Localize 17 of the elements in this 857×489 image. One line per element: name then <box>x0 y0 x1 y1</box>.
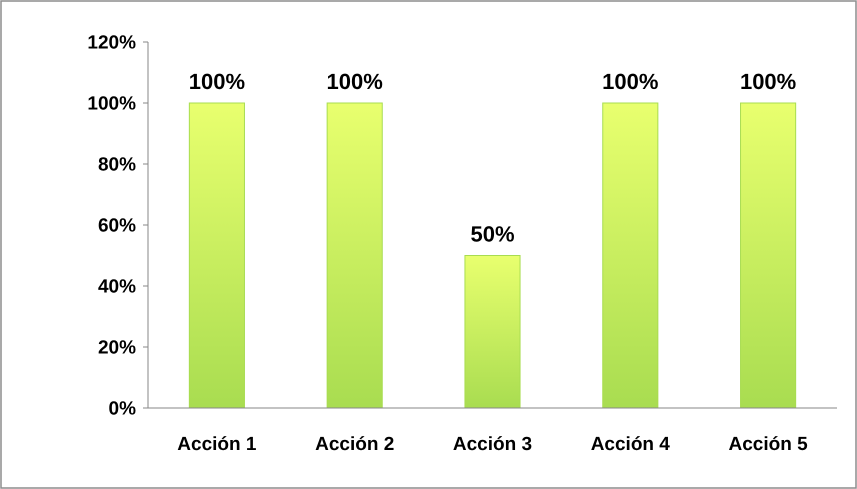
x-tick-label: Acción 5 <box>728 434 808 455</box>
y-tick-label: 120% <box>87 32 136 54</box>
y-tick-label: 0% <box>108 398 136 420</box>
data-label: 100% <box>740 69 796 94</box>
y-tick-label: 40% <box>98 276 136 298</box>
x-tick-label: Acción 2 <box>315 434 394 455</box>
data-label: 100% <box>188 69 246 94</box>
x-tick-label: Acción 3 <box>452 434 532 455</box>
y-tick-label: 100% <box>87 94 136 115</box>
data-label: 100% <box>326 69 383 94</box>
y-tick-label: 80% <box>98 154 136 176</box>
data-label: 100% <box>602 69 658 94</box>
y-tick-label: 60% <box>98 216 136 237</box>
y-tick-label: 20% <box>98 338 136 359</box>
x-tick-label: Acción 4 <box>590 434 670 455</box>
data-label: 50% <box>470 222 515 246</box>
x-tick-label: Acción 1 <box>177 434 257 455</box>
